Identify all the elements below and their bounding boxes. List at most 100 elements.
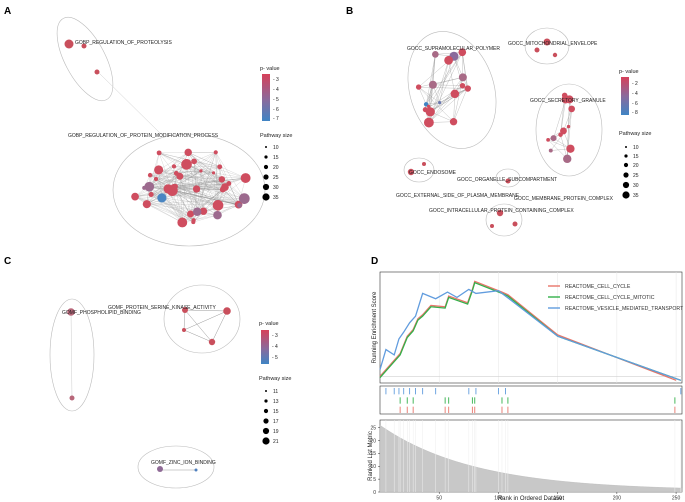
network-edge bbox=[149, 183, 229, 187]
network-node bbox=[199, 207, 208, 215]
size-legend-dot bbox=[262, 437, 270, 445]
network-node bbox=[163, 184, 173, 194]
size-tick: 15 bbox=[273, 155, 279, 161]
network-edge bbox=[430, 85, 463, 112]
node-label: GOBP_REGULATION_OF_PROTEOLYSIS bbox=[75, 40, 172, 46]
network-edge bbox=[428, 77, 463, 123]
network-node bbox=[81, 43, 87, 49]
panel-c-network: GOMF_PROTEIN_SERINE_KINASE_ACTIVITY GOMF… bbox=[49, 284, 241, 489]
x-tick-label: 200 bbox=[613, 496, 622, 502]
node-label: GOMF_PHOSPHOLIPID_BINDING bbox=[62, 310, 141, 316]
cluster-outline bbox=[495, 168, 521, 188]
network-node bbox=[67, 308, 75, 316]
network-edge bbox=[186, 164, 226, 188]
network-node bbox=[563, 154, 572, 164]
pvalue-tick: - 7 bbox=[273, 116, 279, 122]
node-label: GOCC_INTRACELLULAR_PROTEIN_CONTAINING_CO… bbox=[429, 208, 574, 214]
panel-a-letter: A bbox=[4, 6, 11, 17]
network-edge bbox=[175, 179, 222, 187]
network-edge bbox=[196, 172, 214, 190]
network-edge bbox=[158, 169, 223, 190]
network-node bbox=[565, 95, 574, 104]
panel-b: B GOCC_SUPRAMOLECULAR_POLYMER GOCC_MITOC… bbox=[346, 6, 651, 237]
network-edge bbox=[173, 186, 218, 216]
y-tick-label: 15 bbox=[370, 451, 376, 457]
network-node bbox=[144, 181, 155, 192]
network-edge bbox=[151, 194, 245, 199]
cluster-outline bbox=[403, 157, 435, 183]
network-edge bbox=[149, 186, 183, 223]
network-node bbox=[208, 338, 216, 346]
network-node bbox=[184, 148, 192, 157]
network-node bbox=[505, 178, 511, 184]
network-edge bbox=[182, 188, 197, 223]
legend-label: REACTOME_CELL_CYCLE_MITOTIC bbox=[565, 295, 655, 301]
ranked-metric-area bbox=[379, 424, 683, 493]
pvalue-tick: - 5 bbox=[273, 97, 279, 103]
network-node bbox=[546, 137, 550, 142]
network-edge bbox=[200, 170, 204, 212]
network-edge bbox=[176, 166, 220, 174]
pvalue-colorbar bbox=[261, 330, 269, 364]
network-node bbox=[182, 307, 188, 313]
size-legend-title: Pathway size bbox=[260, 133, 292, 139]
x-tick-label: 250 bbox=[672, 496, 681, 502]
network-edge bbox=[453, 88, 468, 122]
y-tick-label: 0 bbox=[373, 490, 376, 496]
panel-c-letter: C bbox=[4, 256, 11, 267]
network-node bbox=[157, 193, 167, 203]
network-edge bbox=[418, 77, 463, 88]
pvalue-tick: - 6 bbox=[273, 107, 279, 113]
pvalue-tick: - 8 bbox=[632, 110, 638, 116]
network-edge bbox=[159, 152, 201, 172]
network-edge bbox=[149, 172, 214, 187]
network-node bbox=[212, 199, 224, 211]
network-edge bbox=[168, 188, 240, 206]
size-tick: 15 bbox=[273, 409, 279, 415]
panel-c-legend: p- value - 3 - 4 - 5 Pathway size 11 13 … bbox=[259, 321, 291, 445]
network-edge bbox=[196, 188, 218, 216]
network-node bbox=[423, 102, 429, 107]
network-node bbox=[69, 395, 75, 401]
network-edge bbox=[186, 164, 240, 206]
network-edge bbox=[453, 93, 456, 122]
network-node bbox=[186, 210, 195, 218]
network-node bbox=[458, 48, 467, 57]
panel-c: C GOMF_PROTEIN_SERINE_KINASE_ACTIVITY GO… bbox=[4, 256, 291, 489]
size-tick: 30 bbox=[633, 183, 639, 189]
network-edge bbox=[430, 93, 455, 112]
network-edge bbox=[179, 176, 246, 179]
network-edge bbox=[158, 152, 189, 171]
network-edge bbox=[168, 177, 246, 189]
size-legend-dot bbox=[265, 390, 267, 392]
network-node bbox=[560, 127, 567, 135]
size-tick: 10 bbox=[633, 145, 639, 151]
network-edge bbox=[193, 161, 197, 190]
network-edge bbox=[173, 166, 240, 206]
size-tick: 20 bbox=[273, 165, 279, 171]
size-tick: 25 bbox=[273, 175, 279, 181]
network-edge bbox=[149, 186, 223, 190]
legend-label: REACTOME_CELL_CYCLE bbox=[565, 284, 631, 290]
network-node bbox=[223, 307, 231, 315]
network-node bbox=[458, 73, 467, 82]
network-edge bbox=[553, 99, 566, 139]
node-label: GOCC_EXTERNAL_SIDE_OF_PLASMA_MEMBRANE bbox=[396, 193, 520, 199]
network-edge bbox=[151, 152, 216, 195]
size-legend-dot bbox=[263, 418, 269, 424]
network-edge bbox=[462, 52, 464, 78]
network-node bbox=[64, 39, 74, 49]
es-series-line bbox=[379, 288, 682, 381]
size-tick: 17 bbox=[273, 419, 279, 425]
network-edge bbox=[149, 166, 220, 187]
network-node bbox=[94, 69, 100, 75]
size-legend-dot bbox=[623, 162, 629, 168]
network-edge bbox=[172, 190, 183, 223]
size-legend-title: Pathway size bbox=[619, 131, 651, 137]
network-edge bbox=[135, 196, 183, 223]
x-axis-label: Rank in Ordered Dataset bbox=[498, 496, 565, 502]
size-tick: 13 bbox=[273, 399, 279, 405]
pvalue-tick: - 3 bbox=[272, 333, 278, 339]
network-node bbox=[550, 135, 557, 142]
